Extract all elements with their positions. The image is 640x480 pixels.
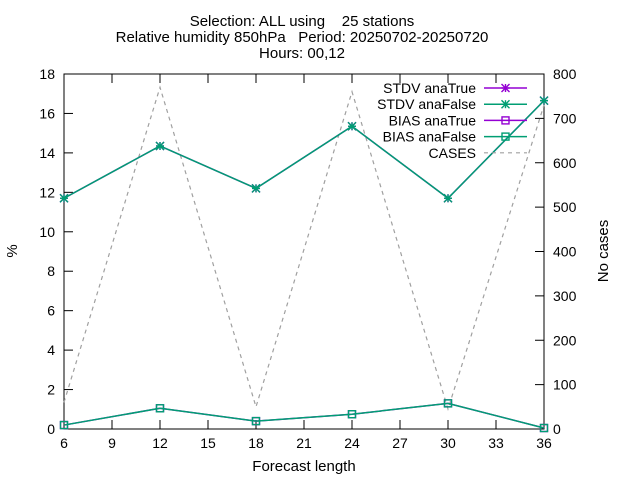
marker-stroke [501,99,510,109]
legend-item: BIAS anaTrue [389,112,527,128]
marker-stroke [347,121,357,131]
legend-item: BIAS anaFalse [383,129,527,145]
x-tick-label: 18 [248,435,264,451]
y-tick-label: 10 [39,224,55,240]
legend-label: BIAS anaFalse [383,129,477,145]
legend-item: STDV anaTrue [383,80,527,96]
axis-tick-labels: 6 9 12 15 18 21 24 27 30 33 3602468101214161801002… [39,66,576,451]
marker-stroke [443,193,453,203]
axis-ticks [63,73,545,430]
marker-stroke [501,83,510,93]
series-layer [59,85,549,433]
x-tick-label: 36 [536,435,552,451]
y-tick-label: 8 [47,263,55,279]
y-tick-label: 12 [39,184,55,200]
marker-stroke [539,96,549,106]
legend-label: CASES [429,145,476,161]
marker-stroke [59,193,69,203]
x-axis-label: Forecast length [252,458,355,475]
x-tick-label: 12 [152,435,168,451]
data-point [251,183,261,193]
y2-tick-label: 0 [553,421,561,437]
series-line [63,402,545,429]
data-point [501,132,510,141]
y-tick-label: 18 [39,66,55,82]
x-tick-label: 9 [108,435,116,451]
y-tick-label: 6 [47,303,55,319]
chart-title-line-3: Hours: 00,12 [259,45,345,62]
y2-tick-label: 400 [553,244,577,260]
x-tick-label: 30 [440,435,456,451]
marker-stroke [251,183,261,193]
data-point [347,121,357,131]
series-bias-anafalse [59,399,549,433]
data-point [443,399,453,408]
x-tick-label: 15 [200,435,216,451]
legend-item: CASES [429,145,527,161]
chart-title-group: Selection: ALL using 25 stations Relativ… [116,13,489,62]
y2-tick-label: 700 [553,110,577,126]
y2-tick-label: 600 [553,155,577,171]
y-tick-label: 14 [39,145,55,161]
data-point [155,404,165,413]
y-tick-label: 2 [47,382,55,398]
data-point [501,99,510,109]
chart-title-line-1: Selection: ALL using 25 stations [190,13,415,30]
legend-label: BIAS anaTrue [389,112,477,128]
legend-item: STDV anaFalse [377,96,527,112]
data-point [501,83,510,93]
series-line [63,100,545,200]
data-point [347,410,357,419]
x-tick-label: 27 [392,435,408,451]
y-tick-label: 16 [39,105,55,121]
y2-tick-label: 300 [553,288,577,304]
data-point [59,193,69,203]
y2-tick-label: 500 [553,199,577,215]
series-stdv-anafalse [59,96,549,203]
data-point [443,193,453,203]
marker-stroke [155,141,165,151]
legend-label: STDV anaFalse [377,96,476,112]
data-point [539,423,549,433]
x-tick-label: 33 [488,435,504,451]
x-tick-label: 21 [296,435,312,451]
y-tick-label: 0 [47,421,55,437]
data-point [539,96,549,106]
chart-title-line-2: Relative humidity 850hPa Period: 2025070… [116,29,489,46]
y2-axis-label: No cases [595,220,612,283]
y-tick-label: 4 [47,342,55,358]
data-point [251,416,261,426]
y2-tick-label: 200 [553,332,577,348]
data-point [501,116,510,125]
x-tick-label: 24 [344,435,360,451]
y2-tick-label: 100 [553,377,577,393]
data-point [59,420,69,430]
x-tick-label: 6 [60,435,68,451]
series-cases [63,85,545,412]
y2-tick-label: 800 [553,66,577,82]
legend-label: STDV anaTrue [383,80,476,96]
y-axis-label: % [4,244,21,257]
data-point [155,141,165,151]
series-line [63,85,545,412]
